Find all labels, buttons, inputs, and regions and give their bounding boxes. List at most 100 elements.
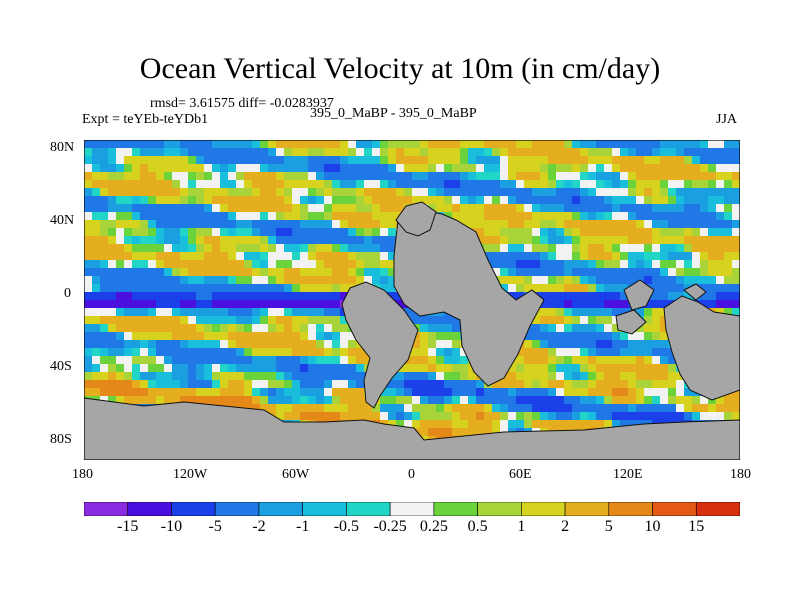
field-cell [700, 196, 709, 205]
field-cell [148, 340, 157, 349]
field-cell [340, 220, 349, 229]
field-cell [396, 140, 405, 149]
field-cell [676, 228, 685, 237]
field-cell [116, 228, 125, 237]
field-cell [252, 172, 261, 181]
field-cell [252, 356, 261, 365]
field-cell [348, 140, 357, 149]
field-cell [92, 380, 101, 389]
field-cell [276, 188, 285, 197]
field-cell [556, 156, 565, 165]
field-cell [660, 348, 669, 357]
field-cell [412, 380, 421, 389]
field-cell [724, 252, 733, 261]
field-cell [348, 372, 357, 381]
field-cell [188, 156, 197, 165]
field-cell [340, 148, 349, 157]
field-cell [132, 324, 141, 333]
field-cell [220, 188, 229, 197]
field-cell [580, 244, 589, 253]
field-cell [364, 252, 373, 261]
field-cell [404, 372, 413, 381]
field-cell [628, 204, 637, 213]
colorbar-box [214, 502, 260, 516]
field-cell [324, 332, 333, 341]
field-cell [316, 316, 325, 325]
field-cell [316, 140, 325, 149]
field-cell [564, 148, 573, 157]
field-cell [180, 388, 189, 397]
field-cell [580, 300, 589, 309]
field-cell [508, 148, 517, 157]
field-cell [636, 308, 645, 317]
field-cell [252, 300, 261, 309]
field-cell [284, 284, 293, 293]
field-cell [548, 140, 557, 149]
field-cell [612, 420, 621, 429]
field-cell [180, 396, 189, 405]
field-cell [164, 356, 173, 365]
field-cell [388, 204, 397, 213]
field-cell [300, 228, 309, 237]
field-cell [556, 404, 565, 413]
field-cell [556, 340, 565, 349]
field-cell [228, 276, 237, 285]
field-cell [588, 156, 597, 165]
field-cell [236, 148, 245, 157]
field-cell [244, 244, 253, 253]
field-cell [484, 420, 493, 429]
colorbar-box [171, 502, 216, 516]
colorbar-box [564, 502, 610, 516]
field-cell [84, 148, 93, 157]
field-cell [148, 204, 157, 213]
colorbar-box [84, 502, 129, 516]
field-cell [604, 292, 613, 301]
field-cell [268, 348, 277, 357]
field-cell [124, 324, 133, 333]
field-cell [204, 340, 213, 349]
field-cell [508, 284, 517, 293]
field-cell [612, 348, 621, 357]
lon-tick: 60W [282, 467, 310, 482]
field-cell [260, 236, 269, 245]
field-cell [548, 228, 557, 237]
field-cell [260, 244, 269, 253]
field-cell [340, 268, 349, 277]
field-cell [244, 260, 253, 269]
field-cell [476, 388, 485, 397]
field-cell [188, 236, 197, 245]
field-cell [732, 228, 740, 237]
field-cell [212, 388, 221, 397]
field-cell [620, 172, 629, 181]
field-cell [300, 268, 309, 277]
field-cell [284, 188, 293, 197]
field-cell [180, 292, 189, 301]
field-cell [244, 156, 253, 165]
colorbar-label: 1 [517, 518, 526, 535]
field-cell [372, 156, 381, 165]
field-cell [164, 380, 173, 389]
field-cell [524, 156, 533, 165]
field-cell [532, 220, 541, 229]
field-cell [164, 348, 173, 357]
field-cell [300, 260, 309, 269]
field-cell [340, 196, 349, 205]
field-cell [324, 300, 333, 309]
field-cell [364, 156, 373, 165]
field-cell [428, 396, 437, 405]
field-cell [564, 388, 573, 397]
field-cell [332, 268, 341, 277]
field-cell [668, 180, 677, 189]
field-cell [444, 356, 453, 365]
field-cell [260, 148, 269, 157]
field-cell [300, 188, 309, 197]
field-cell [548, 300, 557, 309]
field-cell [668, 204, 677, 213]
field-cell [492, 220, 501, 229]
field-cell [108, 300, 117, 309]
field-cell [596, 220, 605, 229]
field-cell [564, 324, 573, 333]
field-cell [588, 388, 597, 397]
field-cell [676, 156, 685, 165]
field-cell [196, 324, 205, 333]
